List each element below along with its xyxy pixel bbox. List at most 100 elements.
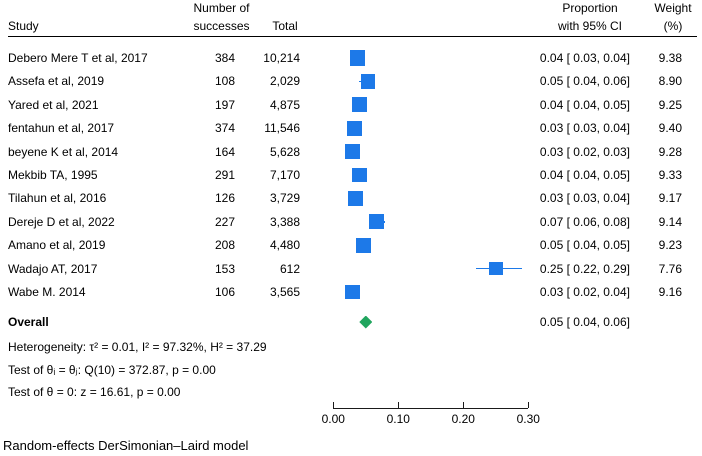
study-label: Wabe M. 2014: [8, 285, 86, 299]
x-axis-tick: [462, 402, 464, 408]
ci-square-marker: [355, 237, 371, 253]
x-axis-tick-label: 0.10: [386, 412, 410, 426]
forest-row: Dereje D et al, 2022 227 3,388 0.07 [ 0.06,…: [0, 211, 702, 233]
header-successes-line2: successes: [193, 19, 250, 33]
study-label: Wadajo AT, 2017: [8, 261, 98, 276]
overall-label: Overall: [8, 315, 49, 329]
ci-value: 0.04 [ 0.04, 0.05]: [539, 168, 630, 182]
study-label: Mekbib TA, 1995: [8, 168, 98, 182]
total-value: 5,628: [269, 144, 300, 159]
total-value: 3,388: [269, 214, 300, 229]
ci-square-marker: [347, 190, 363, 206]
forest-row: Wabe M. 2014 106 3,565 0.03 [ 0.02, 0.04] 9.…: [0, 281, 702, 303]
successes-value: 374: [214, 121, 235, 136]
forest-row: Mekbib TA, 1995 291 7,170 0.04 [ 0.04, 0.05…: [0, 164, 702, 186]
study-label: Yared et al, 2021: [8, 97, 99, 112]
total-value: 2,029: [269, 74, 300, 89]
x-axis-tick-label: 0.00: [321, 412, 345, 426]
x-axis-tick: [332, 402, 334, 408]
forest-row: Debero Mere T et al, 2017 384 10,214 0.04 […: [0, 47, 702, 69]
ci-square-marker: [346, 120, 362, 136]
weight-value: 9.14: [658, 214, 682, 229]
weight-value: 9.33: [658, 168, 682, 182]
q-test-note: Test of θᵢ = θⱼ: Q(10) = 372.87, p = 0.0…: [8, 363, 216, 377]
successes-value: 108: [214, 74, 235, 89]
ci-value: 0.04 [ 0.04, 0.05]: [539, 97, 630, 112]
successes-value: 126: [214, 191, 235, 206]
ci-value: 0.05 [ 0.04, 0.05]: [539, 238, 630, 253]
successes-value: 106: [214, 285, 235, 299]
header-total: Total: [272, 19, 298, 33]
ci-value: 0.05 [ 0.04, 0.06]: [539, 74, 630, 89]
overall-row: Overall 0.05 [ 0.04, 0.06]: [0, 311, 702, 333]
forest-row: Tilahun et al, 2016 126 3,729 0.03 [ 0.03, …: [0, 187, 702, 209]
successes-value: 384: [214, 51, 235, 65]
total-value: 612: [279, 261, 300, 276]
successes-value: 164: [214, 144, 235, 159]
model-caption: Random-effects DerSimonian–Laird model: [3, 438, 249, 453]
ci-value: 0.25 [ 0.22, 0.29]: [539, 261, 630, 276]
ci-square-marker: [345, 284, 361, 300]
total-value: 3,565: [269, 285, 300, 299]
forest-row: Yared et al, 2021 197 4,875 0.04 [ 0.04, 0.…: [0, 94, 702, 116]
overall-ci-value: 0.05 [ 0.04, 0.06]: [539, 315, 630, 329]
study-label: Debero Mere T et al, 2017: [8, 51, 148, 65]
weight-value: 9.38: [658, 51, 682, 65]
study-label: Amano et al, 2019: [8, 238, 106, 253]
header-successes-line1: Number of: [193, 1, 250, 15]
header-weight-line2: (%): [663, 19, 683, 33]
weight-value: 9.17: [658, 191, 682, 206]
x-axis-tick: [397, 402, 399, 408]
heterogeneity-note: Heterogeneity: τ² = 0.01, I² = 97.32%, H…: [8, 340, 267, 354]
header-study: Study: [8, 19, 39, 33]
weight-value: 9.25: [658, 97, 682, 112]
z-test-note: Test of θ = 0: z = 16.61, p = 0.00: [8, 385, 181, 399]
ci-square-marker: [360, 74, 376, 89]
total-value: 4,480: [269, 238, 300, 253]
ci-square-marker: [488, 261, 503, 276]
successes-value: 291: [214, 168, 235, 182]
x-axis-tick: [527, 402, 529, 408]
study-label: Assefa et al, 2019: [8, 74, 105, 89]
ci-value: 0.03 [ 0.02, 0.04]: [539, 285, 630, 299]
ci-value: 0.03 [ 0.03, 0.04]: [539, 121, 630, 136]
total-value: 4,875: [269, 97, 300, 112]
successes-value: 227: [214, 214, 235, 229]
forest-row: beyene K et al, 2014 164 5,628 0.03 [ 0.02,…: [0, 141, 702, 163]
ci-square-marker: [352, 97, 368, 113]
total-value: 11,546: [264, 121, 300, 136]
header-weight-line1: Weight: [654, 1, 692, 15]
ci-value: 0.03 [ 0.03, 0.04]: [539, 191, 630, 206]
study-label: Tilahun et al, 2016: [8, 191, 107, 206]
ci-square-marker: [352, 167, 368, 183]
ci-square-marker: [350, 50, 366, 66]
header-proportion-line2: with 95% CI: [557, 19, 623, 33]
weight-value: 9.28: [658, 144, 682, 159]
ci-value: 0.04 [ 0.03, 0.04]: [539, 51, 630, 65]
forest-row: Wadajo AT, 2017 153 612 0.25 [ 0.22, 0.29] 7…: [0, 258, 702, 280]
overall-diamond: [359, 315, 373, 329]
total-value: 10,214: [263, 51, 300, 65]
header-divider: [8, 36, 697, 38]
ci-value: 0.03 [ 0.02, 0.03]: [539, 144, 630, 159]
successes-value: 197: [214, 97, 235, 112]
ci-square-marker: [344, 144, 360, 160]
study-label: beyene K et al, 2014: [8, 144, 119, 159]
successes-value: 208: [214, 238, 235, 253]
x-axis: [333, 408, 529, 410]
weight-value: 7.76: [658, 261, 682, 276]
total-value: 3,729: [269, 191, 300, 206]
study-label: fentahun et al, 2017: [8, 121, 115, 136]
weight-value: 9.23: [658, 238, 682, 253]
total-value: 7,170: [269, 168, 300, 182]
successes-value: 153: [214, 261, 235, 276]
header-proportion-line1: Proportion: [562, 1, 618, 15]
ci-square-marker: [369, 214, 385, 230]
weight-value: 9.40: [658, 121, 682, 136]
x-axis-tick-label: 0.20: [451, 412, 475, 426]
ci-value: 0.07 [ 0.06, 0.08]: [539, 214, 630, 229]
forest-row: Assefa et al, 2019 108 2,029 0.05 [ 0.04, 0…: [0, 70, 702, 92]
weight-value: 8.90: [658, 74, 682, 89]
x-axis-tick-label: 0.30: [516, 412, 540, 426]
